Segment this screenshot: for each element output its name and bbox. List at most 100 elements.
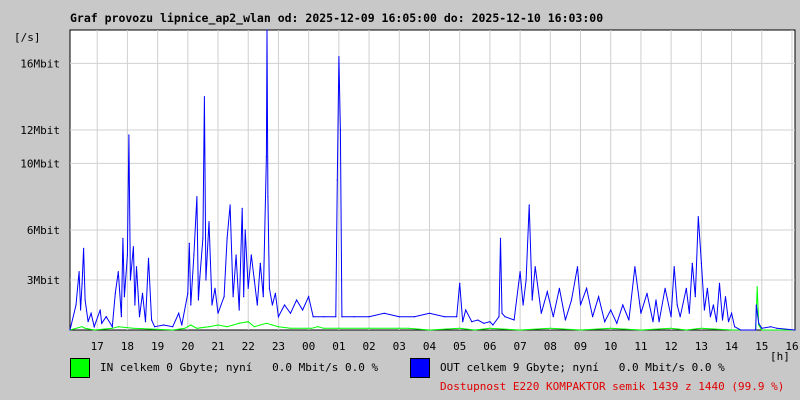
data-point-out <box>138 316 141 318</box>
data-point-out <box>129 279 131 281</box>
data-point-out <box>147 257 150 259</box>
data-point-out <box>610 309 612 311</box>
data-point-out <box>126 254 128 256</box>
data-point-out <box>694 296 696 298</box>
data-point-out <box>670 316 672 318</box>
x-tick-label: 17 <box>91 340 104 353</box>
data-point-out <box>444 316 446 318</box>
data-point-out <box>540 312 542 314</box>
data-point-out <box>151 319 153 321</box>
data-point-in <box>731 329 733 331</box>
data-point-out <box>266 29 268 31</box>
x-tick-label: 14 <box>725 340 739 353</box>
x-tick-label: 16 <box>785 340 798 353</box>
data-point-in <box>685 329 687 331</box>
data-point-out <box>579 304 582 306</box>
x-tick-label: 01 <box>332 340 345 353</box>
data-point-out <box>498 316 500 318</box>
data-point-out <box>428 312 431 314</box>
data-point-in <box>172 329 174 331</box>
data-point-out <box>794 329 796 331</box>
data-point-out <box>132 246 134 248</box>
data-point-out <box>489 321 491 323</box>
data-point-out <box>256 304 258 306</box>
data-point-out <box>528 204 530 206</box>
data-point-out <box>755 304 757 306</box>
x-tick-label: 03 <box>393 340 406 353</box>
data-point-out <box>664 287 666 289</box>
data-point-in <box>474 329 476 331</box>
data-point-in <box>459 327 461 329</box>
data-point-out <box>712 304 715 306</box>
data-point-out <box>128 134 130 136</box>
data-point-in <box>208 326 210 328</box>
data-point-out <box>247 287 249 289</box>
data-point-out <box>117 271 119 273</box>
data-point-out <box>534 266 536 268</box>
data-point-out <box>604 321 606 323</box>
data-point-out <box>93 326 95 328</box>
data-point-out <box>598 296 600 298</box>
data-point-in <box>253 326 255 328</box>
data-point-out <box>734 326 736 328</box>
data-point-out <box>163 324 165 326</box>
x-tick-label: 19 <box>151 340 164 353</box>
data-point-in <box>579 329 582 331</box>
data-point-out <box>80 309 82 311</box>
data-point-out <box>188 242 190 244</box>
chart-title: Graf provozu lipnice_ap2_wlan od: 2025-1… <box>70 11 603 26</box>
data-point-in <box>670 327 672 329</box>
data-point-out <box>134 304 136 306</box>
data-point-out <box>459 282 461 284</box>
x-tick-label: 07 <box>513 340 526 353</box>
grid-lines <box>70 30 795 330</box>
data-point-out <box>703 309 706 311</box>
data-point-in <box>238 322 240 324</box>
data-point-out <box>673 266 675 268</box>
data-point-out <box>398 316 400 318</box>
x-tick-label: 20 <box>181 340 194 353</box>
data-point-out <box>323 316 325 318</box>
data-point-in <box>368 327 370 329</box>
data-point-out <box>770 326 772 328</box>
data-point-out <box>312 316 314 318</box>
x-tick-label: 23 <box>272 340 285 353</box>
data-point-in <box>317 326 319 328</box>
data-point-out <box>271 304 273 306</box>
data-point-in <box>190 324 192 326</box>
data-point-in <box>338 327 340 329</box>
data-point-out <box>87 321 89 323</box>
x-tick-label: 04 <box>423 340 437 353</box>
data-point-out <box>302 309 304 311</box>
data-point-in <box>407 327 409 329</box>
data-point-out <box>628 319 630 321</box>
data-point-in <box>549 327 551 329</box>
data-point-out <box>277 316 279 318</box>
data-point-out <box>368 316 370 318</box>
x-tick-label: 06 <box>483 340 496 353</box>
data-point-in <box>196 327 198 329</box>
series-in <box>69 286 796 331</box>
data-point-in <box>761 329 763 331</box>
data-point-in <box>217 324 219 326</box>
data-point-out <box>90 312 92 314</box>
x-tick-label: 11 <box>634 340 647 353</box>
data-point-in <box>226 326 228 328</box>
data-point-out <box>336 179 338 181</box>
in-legend-swatch <box>70 358 90 378</box>
x-tick-labels: 17 18 19 20 21 22 23 00 01 02 03 04 05 06 07 08 09 10 11 12… <box>91 340 799 353</box>
data-point-in <box>93 329 95 331</box>
out-legend-text: OUT celkem 9 Gbyte; nyní 0.0 Mbit/s 0.0 … <box>440 361 725 374</box>
data-point-out <box>592 316 594 318</box>
data-point-out <box>504 316 506 318</box>
y-tick-label: 16Mbit <box>20 57 60 70</box>
data-point-out <box>740 329 742 331</box>
data-point-out <box>81 282 83 284</box>
data-point-out <box>120 316 122 318</box>
data-point-out <box>111 326 113 328</box>
data-point-out <box>776 327 778 329</box>
data-point-in <box>756 286 758 288</box>
data-point-out <box>552 316 554 318</box>
data-point-out <box>616 322 618 324</box>
data-point-out <box>685 287 687 289</box>
